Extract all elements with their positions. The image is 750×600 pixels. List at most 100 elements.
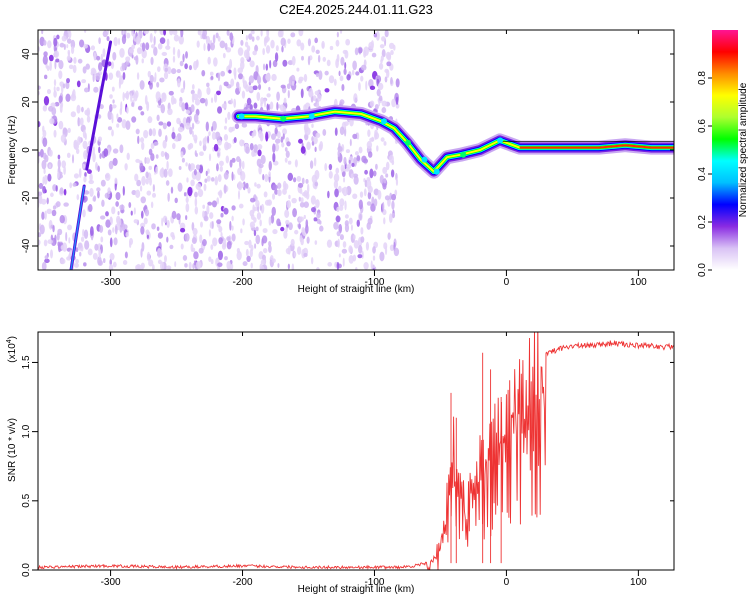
noise-speckle (52, 205, 57, 210)
noise-speckle (212, 120, 217, 131)
noise-speckle (210, 75, 214, 80)
noise-speckle (380, 55, 384, 62)
noise-speckle (337, 150, 341, 158)
noise-speckle (187, 186, 193, 197)
noise-speckle (356, 155, 361, 162)
noise-speckle (202, 143, 207, 152)
noise-speckle (219, 40, 226, 49)
noise-speckle (272, 228, 278, 235)
noise-speckle (274, 127, 278, 135)
noise-speckle (258, 83, 262, 90)
noise-speckle (308, 91, 314, 97)
noise-speckle (358, 47, 363, 54)
noise-speckle (296, 39, 302, 47)
noise-speckle (281, 45, 284, 53)
noise-speckle (166, 121, 172, 127)
noise-speckle (188, 261, 192, 270)
noise-speckle (207, 56, 211, 65)
noise-speckle (262, 173, 265, 181)
noise-speckle (59, 42, 65, 48)
noise-speckle (73, 173, 80, 179)
noise-speckle (335, 58, 339, 69)
noise-speckle (208, 153, 212, 162)
noise-speckle (328, 163, 333, 171)
noise-speckle (310, 195, 316, 205)
noise-speckle (220, 212, 224, 218)
noise-speckle (393, 44, 396, 51)
noise-speckle (150, 44, 156, 49)
noise-speckle (317, 54, 321, 63)
snr-panel: -300 -200 -100 0 100 0.0 0.5 1.0 1.5 Height of s… (6, 331, 675, 595)
noise-speckle (337, 185, 342, 193)
noise-speckle (135, 158, 141, 163)
noise-speckle (285, 219, 290, 225)
signal-ridge-core (519, 144, 674, 149)
noise-speckle (209, 71, 214, 76)
noise-speckle (368, 79, 374, 88)
noise-speckle (291, 263, 295, 270)
noise-speckle (99, 104, 104, 110)
noise-speckle (231, 233, 236, 242)
noise-speckle (199, 140, 202, 147)
noise-speckle (118, 79, 122, 89)
noise-speckle (149, 74, 154, 83)
noise-speckle (211, 220, 214, 230)
noise-speckle (140, 210, 144, 219)
noise-speckle (276, 102, 279, 111)
noise-speckle (249, 104, 253, 111)
noise-speckle (58, 59, 64, 70)
noise-speckle (174, 197, 178, 204)
noise-speckle (384, 245, 388, 255)
noise-speckle (326, 59, 331, 67)
noise-speckle (229, 220, 232, 231)
spectrogram-ytick-label: 40 (21, 48, 32, 60)
noise-speckle (223, 184, 227, 194)
noise-speckle (196, 40, 200, 48)
colorbar-tick-label: 0.8 (697, 71, 708, 85)
noise-speckle (41, 159, 47, 170)
noise-speckle (203, 43, 206, 51)
noise-speckle (77, 136, 82, 145)
noise-speckle (252, 50, 257, 56)
noise-speckle (284, 147, 288, 152)
noise-speckle (266, 103, 269, 112)
noise-speckle (53, 50, 60, 58)
noise-speckle (236, 250, 242, 261)
noise-speckle (97, 136, 103, 142)
noise-speckle (66, 44, 69, 49)
noise-speckle (340, 164, 345, 173)
noise-speckle (336, 231, 341, 237)
noise-speckle (313, 136, 318, 145)
noise-speckle (152, 264, 155, 270)
noise-speckle (185, 196, 189, 204)
noise-speckle (315, 49, 320, 55)
noise-speckle (228, 69, 232, 74)
noise-speckle (299, 188, 303, 195)
noise-speckle (310, 206, 316, 213)
noise-speckle (217, 72, 221, 82)
noise-speckle (283, 97, 287, 104)
noise-speckle (136, 179, 142, 187)
noise-speckle (299, 201, 305, 208)
noise-speckle (372, 170, 377, 177)
ridge-blob (280, 115, 287, 122)
snr-ytick-label: 0.0 (21, 563, 32, 577)
noise-speckle (48, 54, 54, 62)
noise-speckle (121, 30, 124, 36)
noise-speckle (162, 122, 167, 130)
noise-speckle (245, 34, 249, 41)
noise-speckle (124, 92, 130, 99)
noise-speckle (135, 128, 140, 135)
noise-speckle (109, 258, 112, 266)
noise-speckle (173, 34, 180, 42)
noise-speckle (268, 160, 272, 171)
noise-speckle (43, 168, 46, 175)
noise-speckle (206, 175, 211, 182)
noise-speckle (244, 41, 249, 48)
noise-speckle (311, 123, 314, 128)
noise-speckle (368, 41, 374, 50)
noise-speckle (249, 197, 256, 203)
noise-speckle (354, 266, 358, 270)
noise-speckle (262, 48, 265, 56)
noise-speckle (224, 117, 228, 124)
